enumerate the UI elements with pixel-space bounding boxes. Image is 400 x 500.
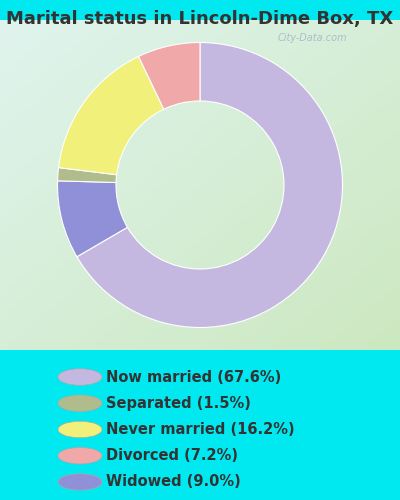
Circle shape	[58, 395, 102, 411]
Wedge shape	[138, 42, 200, 109]
Wedge shape	[77, 42, 342, 328]
Text: Separated (1.5%): Separated (1.5%)	[106, 396, 251, 411]
Wedge shape	[58, 168, 117, 182]
Text: City-Data.com: City-Data.com	[277, 33, 347, 43]
Text: Never married (16.2%): Never married (16.2%)	[106, 422, 295, 437]
Wedge shape	[58, 56, 164, 175]
Text: Widowed (9.0%): Widowed (9.0%)	[106, 474, 241, 490]
Circle shape	[58, 474, 102, 490]
Circle shape	[58, 369, 102, 385]
Text: Divorced (7.2%): Divorced (7.2%)	[106, 448, 238, 463]
Text: Marital status in Lincoln-Dime Box, TX: Marital status in Lincoln-Dime Box, TX	[6, 10, 394, 28]
Circle shape	[58, 421, 102, 438]
Circle shape	[58, 448, 102, 464]
Text: Now married (67.6%): Now married (67.6%)	[106, 370, 281, 384]
Wedge shape	[58, 181, 128, 257]
